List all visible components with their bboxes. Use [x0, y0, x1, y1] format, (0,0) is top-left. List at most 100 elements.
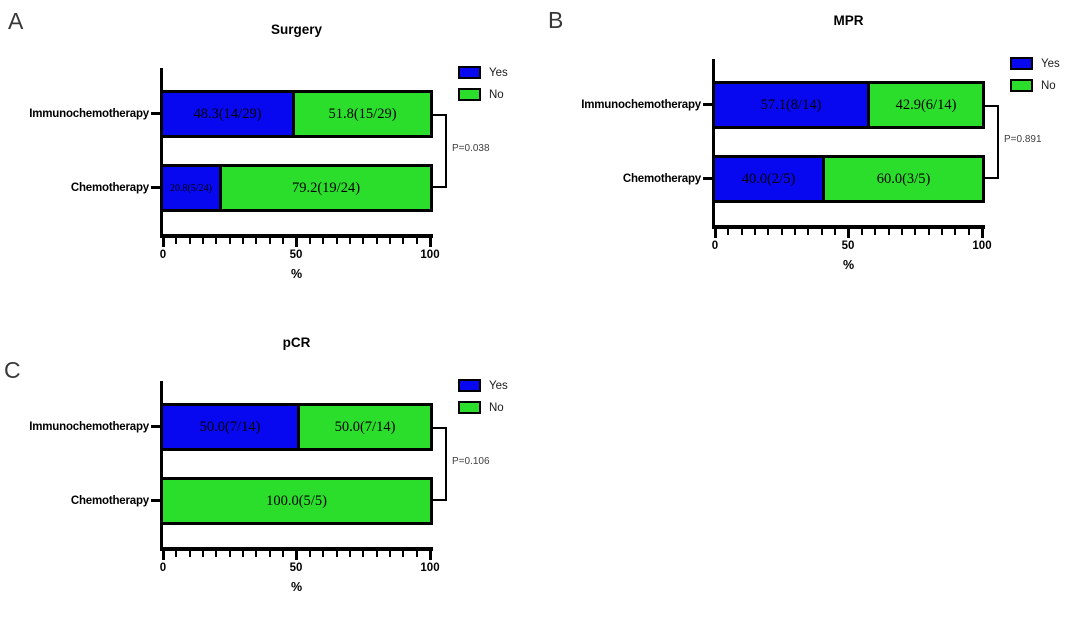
p-value: P=0.891: [1004, 134, 1042, 145]
x-axis-minor-tick: [754, 229, 757, 235]
legend-swatch-yes: [458, 379, 481, 392]
x-axis-minor-tick: [175, 238, 178, 244]
category-label-text: Chemotherapy: [70, 182, 149, 194]
bar-value-label: 51.8(15/29): [328, 105, 397, 122]
x-axis-minor-tick: [927, 229, 930, 235]
x-tick-label-50: 50: [289, 562, 303, 574]
legend: Yes No: [458, 379, 508, 414]
x-axis-major-tick: [161, 551, 165, 560]
legend-swatch-no: [458, 88, 481, 101]
x-axis-minor-tick: [780, 229, 783, 235]
legend-swatch-yes: [1010, 57, 1033, 70]
x-tick-label-100: 100: [420, 562, 440, 574]
x-axis-minor-tick: [375, 551, 378, 557]
x-axis-minor-tick: [188, 551, 191, 557]
legend-item-no: No: [458, 401, 508, 414]
bar-value-label: 20.8(5/24): [170, 182, 212, 194]
legend: Yes No: [1010, 57, 1060, 92]
x-axis-minor-tick: [348, 551, 351, 557]
x-axis-minor-tick: [282, 238, 285, 244]
category-label-chemotherapy: Chemotherapy: [0, 164, 149, 212]
y-axis-line: [160, 381, 163, 551]
legend: Yes No: [458, 66, 508, 101]
y-axis-line: [712, 59, 715, 229]
x-axis-minor-tick: [807, 229, 810, 235]
x-axis-minor-tick: [242, 238, 245, 244]
x-axis-minor-tick: [834, 229, 837, 235]
bar-segment-no: 100.0(5/5): [163, 480, 430, 522]
category-tick: [151, 112, 160, 115]
x-axis-minor-tick: [375, 238, 378, 244]
x-tick-label-50: 50: [841, 240, 855, 252]
legend-item-yes: Yes: [458, 379, 508, 392]
bar-value-label: 48.3(14/29): [193, 105, 262, 122]
bar-segment-yes: 20.8(5/24): [163, 167, 219, 209]
x-tick-label-0: 0: [159, 249, 167, 261]
x-axis-minor-tick: [335, 238, 338, 244]
legend-item-yes: Yes: [458, 66, 508, 79]
bar-value-label: 40.0(2/5): [741, 170, 796, 187]
bar-row: 40.0(2/5) 60.0(3/5): [712, 155, 985, 203]
legend-label-no: No: [489, 88, 504, 101]
bar-value-label: 50.0(7/14): [334, 418, 396, 435]
chart-panel-mpr: MPR Immunochemotherapy Chemotherapy 57.1…: [552, 0, 1080, 299]
x-axis-minor-tick: [255, 551, 258, 557]
legend-item-yes: Yes: [1010, 57, 1060, 70]
category-label-chemotherapy: Chemotherapy: [552, 155, 701, 203]
x-axis-minor-tick: [402, 238, 405, 244]
x-axis-minor-tick: [415, 238, 418, 244]
x-axis-minor-tick: [820, 229, 823, 235]
x-axis-minor-tick: [242, 551, 245, 557]
x-axis-minor-tick: [402, 551, 405, 557]
x-tick-label-50: 50: [289, 249, 303, 261]
x-axis-minor-tick: [388, 551, 391, 557]
legend-swatch-yes: [458, 66, 481, 79]
legend-item-no: No: [458, 88, 508, 101]
chart-panel-pcr: pCR Immunochemotherapy Chemotherapy 50.0…: [0, 313, 540, 617]
chart-title: pCR: [282, 335, 311, 350]
x-axis-minor-tick: [348, 238, 351, 244]
legend-label-yes: Yes: [1041, 57, 1060, 70]
category-label-text: Chemotherapy: [622, 173, 701, 185]
bar-segment-no: 79.2(19/24): [219, 167, 430, 209]
x-tick-label-100: 100: [420, 249, 440, 261]
x-axis-minor-tick: [322, 238, 325, 244]
bar-segment-yes: 48.3(14/29): [163, 93, 292, 135]
bar-value-label: 57.1(8/14): [760, 96, 822, 113]
x-axis-line: [160, 234, 433, 238]
panel-letter-b: B: [548, 7, 564, 33]
category-tick: [703, 103, 712, 106]
legend-item-no: No: [1010, 79, 1060, 92]
x-axis-minor-tick: [202, 551, 205, 557]
bar-segment-yes: 50.0(7/14): [163, 406, 297, 448]
x-axis-title: %: [290, 267, 303, 281]
x-axis-minor-tick: [175, 551, 178, 557]
x-axis-line: [160, 547, 433, 551]
chart-title: MPR: [833, 13, 864, 28]
comparison-bracket: [985, 105, 999, 179]
x-axis-major-tick: [428, 238, 432, 247]
x-axis-major-tick: [295, 551, 298, 560]
legend-label-yes: Yes: [489, 379, 508, 392]
category-tick: [703, 177, 712, 180]
bar-value-label: 50.0(7/14): [199, 418, 261, 435]
x-axis-minor-tick: [727, 229, 730, 235]
legend-swatch-no: [1010, 79, 1033, 92]
x-axis-minor-tick: [282, 551, 285, 557]
x-axis-minor-tick: [740, 229, 743, 235]
panel-letter-a: A: [8, 8, 24, 34]
x-axis-minor-tick: [255, 238, 258, 244]
bar-value-label: 100.0(5/5): [266, 492, 327, 509]
x-axis-major-tick: [847, 229, 850, 238]
x-axis-minor-tick: [954, 229, 957, 235]
x-axis-minor-tick: [887, 229, 890, 235]
panel-letter-c: C: [4, 357, 21, 383]
bar-segment-yes: 40.0(2/5): [715, 158, 822, 200]
x-axis-minor-tick: [268, 551, 271, 557]
p-value: P=0.106: [452, 456, 490, 467]
category-label-immunochemotherapy: Immunochemotherapy: [552, 81, 701, 129]
category-label-text: Immunochemotherapy: [581, 99, 701, 111]
x-axis-minor-tick: [228, 551, 231, 557]
bar-segment-yes: 57.1(8/14): [715, 84, 867, 126]
bar-segment-no: 50.0(7/14): [297, 406, 430, 448]
